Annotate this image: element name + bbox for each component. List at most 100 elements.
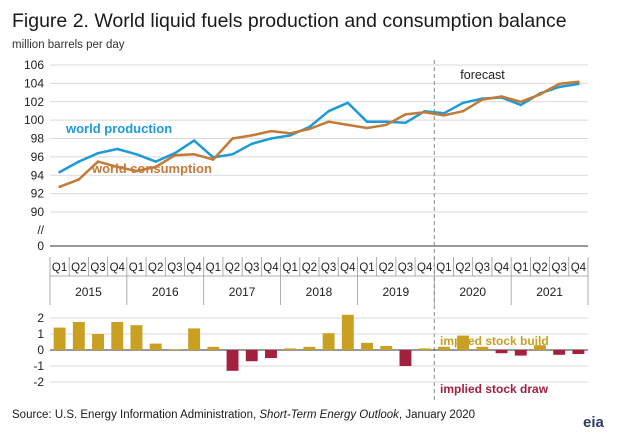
quarter-label: Q4 (110, 262, 126, 274)
stock-build-bar (207, 346, 220, 350)
production-point (231, 152, 234, 156)
quarter-label: Q4 (571, 262, 587, 274)
quarter-label: Q2 (532, 262, 547, 274)
quarter-label: Q2 (302, 262, 317, 274)
consumption-point (135, 169, 138, 173)
stock-draw-bar (399, 350, 412, 366)
bar-y-tick-label: 1 (37, 327, 44, 341)
stock-build-bar (418, 348, 431, 350)
quarter-label: Q3 (321, 262, 336, 274)
stock-build-bar (168, 349, 181, 350)
bar-legend-labels: implied stock build implied stock draw (440, 334, 549, 396)
consumption-point (538, 93, 542, 96)
main-y-tick-label: 106 (24, 58, 44, 72)
quarter-label: Q3 (552, 262, 567, 274)
quarter-label: Q3 (398, 262, 413, 274)
stock-build-bar (111, 322, 124, 350)
consumption-point (308, 127, 311, 131)
consumption-point (423, 110, 426, 114)
consumption-point (557, 82, 561, 86)
consumption-point (192, 152, 196, 156)
stock-build-bar (361, 342, 373, 350)
source-suffix: , January 2020 (398, 409, 476, 421)
stock-build-bar (53, 327, 66, 350)
production-point (577, 82, 580, 86)
quarter-label: Q1 (359, 262, 374, 274)
quarter-label: Q4 (494, 262, 510, 274)
quarter-label: Q3 (244, 262, 259, 274)
consumption-point (327, 120, 330, 123)
stock-build-bar (457, 335, 470, 350)
production-point (58, 170, 61, 174)
main-y-tick-label: 100 (24, 113, 44, 127)
world-consumption-label: world consumption (91, 161, 212, 176)
stock-draw-bar (514, 350, 527, 356)
production-point (269, 137, 273, 140)
consumption-point (173, 154, 177, 157)
main-y-tick-label: 102 (24, 95, 44, 109)
production-point (442, 112, 446, 115)
quarter-label: Q2 (148, 262, 163, 274)
production-point (346, 101, 350, 105)
bar-y-tick-label: -2 (33, 375, 44, 389)
stock-build-bar (476, 346, 489, 350)
world-production-label: world production (65, 121, 172, 136)
stock-build-bar (303, 346, 316, 350)
consumption-point (231, 137, 234, 140)
main-y-tick-label: 92 (31, 187, 45, 201)
consumption-point (115, 165, 119, 169)
stock-build-bar (341, 314, 354, 350)
quarter-label: Q1 (283, 262, 298, 274)
production-point (519, 103, 523, 107)
consumption-point (77, 178, 81, 181)
main-series-labels: world production world consumption forecas… (65, 68, 505, 176)
quarter-label: Q1 (206, 262, 221, 274)
stock-build-bar (92, 334, 104, 350)
stock-draw-bar (572, 350, 585, 354)
stock-build-bar (322, 333, 335, 350)
consumption-point (212, 158, 215, 161)
stock-build-bar (72, 322, 85, 350)
main-y-tick-label: 90 (31, 205, 45, 219)
main-y-tick-labels: 106 104 102 100 98 96 94 92 90 // 0 (24, 58, 45, 253)
consumption-point (58, 185, 61, 189)
main-gridlines (50, 64, 588, 213)
consumption-point (269, 129, 273, 133)
production-point (404, 121, 407, 125)
consumption-point (519, 100, 523, 104)
production-point (154, 160, 157, 163)
stock-build-bar (149, 343, 162, 350)
eia-logo: eia (583, 414, 604, 431)
main-y-tick-label: 104 (24, 76, 44, 90)
year-label: 2019 (383, 285, 410, 299)
consumption-point (346, 123, 350, 127)
production-point (135, 152, 138, 156)
stock-build-bar (380, 346, 393, 350)
stock-build-bar (284, 348, 297, 350)
consumption-point (288, 131, 292, 135)
chart-subtitle: million barrels per day (12, 39, 125, 51)
consumption-point (577, 80, 580, 84)
production-point (250, 142, 254, 146)
stock-draw-bar (553, 350, 566, 355)
production-point (192, 139, 196, 142)
implied-stock-draw-label: implied stock draw (440, 382, 549, 396)
production-point (461, 101, 465, 105)
quarter-label: Q2 (225, 262, 240, 274)
quarter-label: Q1 (129, 262, 144, 274)
consumption-point (442, 114, 446, 117)
stock-build-bar (188, 328, 201, 350)
consumption-point (500, 95, 503, 98)
consumption-point (96, 160, 100, 163)
consumption-point (404, 113, 407, 116)
source-italic: Short-Term Energy Outlook (259, 409, 399, 421)
stock-change-bars (53, 314, 585, 371)
production-point (96, 151, 100, 155)
main-y-tick-label: 96 (31, 150, 45, 164)
stock-build-bar (437, 346, 450, 350)
production-point (327, 109, 330, 113)
stock-draw-bar (265, 350, 277, 358)
forecast-label: forecast (460, 68, 505, 82)
chart-title: Figure 2. World liquid fuels production … (12, 10, 567, 32)
